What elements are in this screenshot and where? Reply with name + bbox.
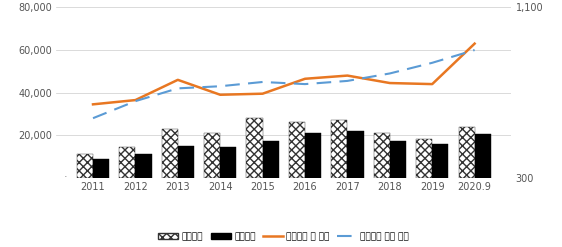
Bar <box>289 123 305 178</box>
정쇼자금 양 예산 <box>259 92 266 95</box>
정쇼자금 양 예산 <box>387 82 393 84</box>
Bar <box>416 140 432 178</box>
정쇼자금 관련 인력 <box>344 80 351 82</box>
정쇼자금 관련 인력 <box>387 72 393 75</box>
Bar <box>178 146 194 178</box>
정쇼자금 양 예산 <box>302 77 309 80</box>
정쇼자금 양 예산 <box>344 74 351 77</box>
Bar <box>390 141 406 178</box>
Bar <box>347 131 364 178</box>
정쇼자금 양 예산 <box>429 82 436 86</box>
Bar <box>432 144 448 178</box>
정쇼자금 양 예산 <box>217 93 224 96</box>
Text: ·: · <box>64 172 67 183</box>
Bar <box>305 133 321 178</box>
Line: 정쇼자금 관련 인력: 정쇼자금 관련 인력 <box>93 50 475 118</box>
정쇼자금 양 예산 <box>174 78 181 81</box>
Bar <box>374 133 390 178</box>
Bar <box>262 141 279 178</box>
Bar <box>332 120 347 178</box>
정쇼자금 관련 인력 <box>302 83 309 86</box>
Bar <box>119 147 135 178</box>
정쇼자금 관련 인력 <box>429 61 436 64</box>
정쇼자금 관련 인력 <box>217 85 224 88</box>
정쇼자금 관련 인력 <box>174 87 181 90</box>
Bar <box>162 129 178 178</box>
Bar <box>459 127 475 178</box>
Bar <box>77 154 93 178</box>
정쇼자금 관련 인력 <box>89 117 96 120</box>
정쇼자금 양 예산 <box>132 99 139 102</box>
Bar <box>247 118 262 178</box>
정쇼자금 관련 인력 <box>472 49 478 52</box>
Line: 정쇼자금 양 예산: 정쇼자금 양 예산 <box>93 44 475 104</box>
정쇼자금 양 예산 <box>89 103 96 106</box>
Legend: 신청건수, 대출건수, 정쇼자금 양 예산, 정쇼자금 관련 인력: 신청건수, 대출건수, 정쇼자금 양 예산, 정쇼자금 관련 인력 <box>155 229 413 245</box>
정쇼자금 관련 인력 <box>132 100 139 103</box>
Bar <box>204 133 220 178</box>
정쇼자금 양 예산 <box>472 42 478 45</box>
Bar <box>475 134 491 178</box>
Bar <box>135 154 152 178</box>
정쇼자금 관련 인력 <box>259 81 266 83</box>
Bar <box>220 147 236 178</box>
Bar <box>93 159 109 178</box>
